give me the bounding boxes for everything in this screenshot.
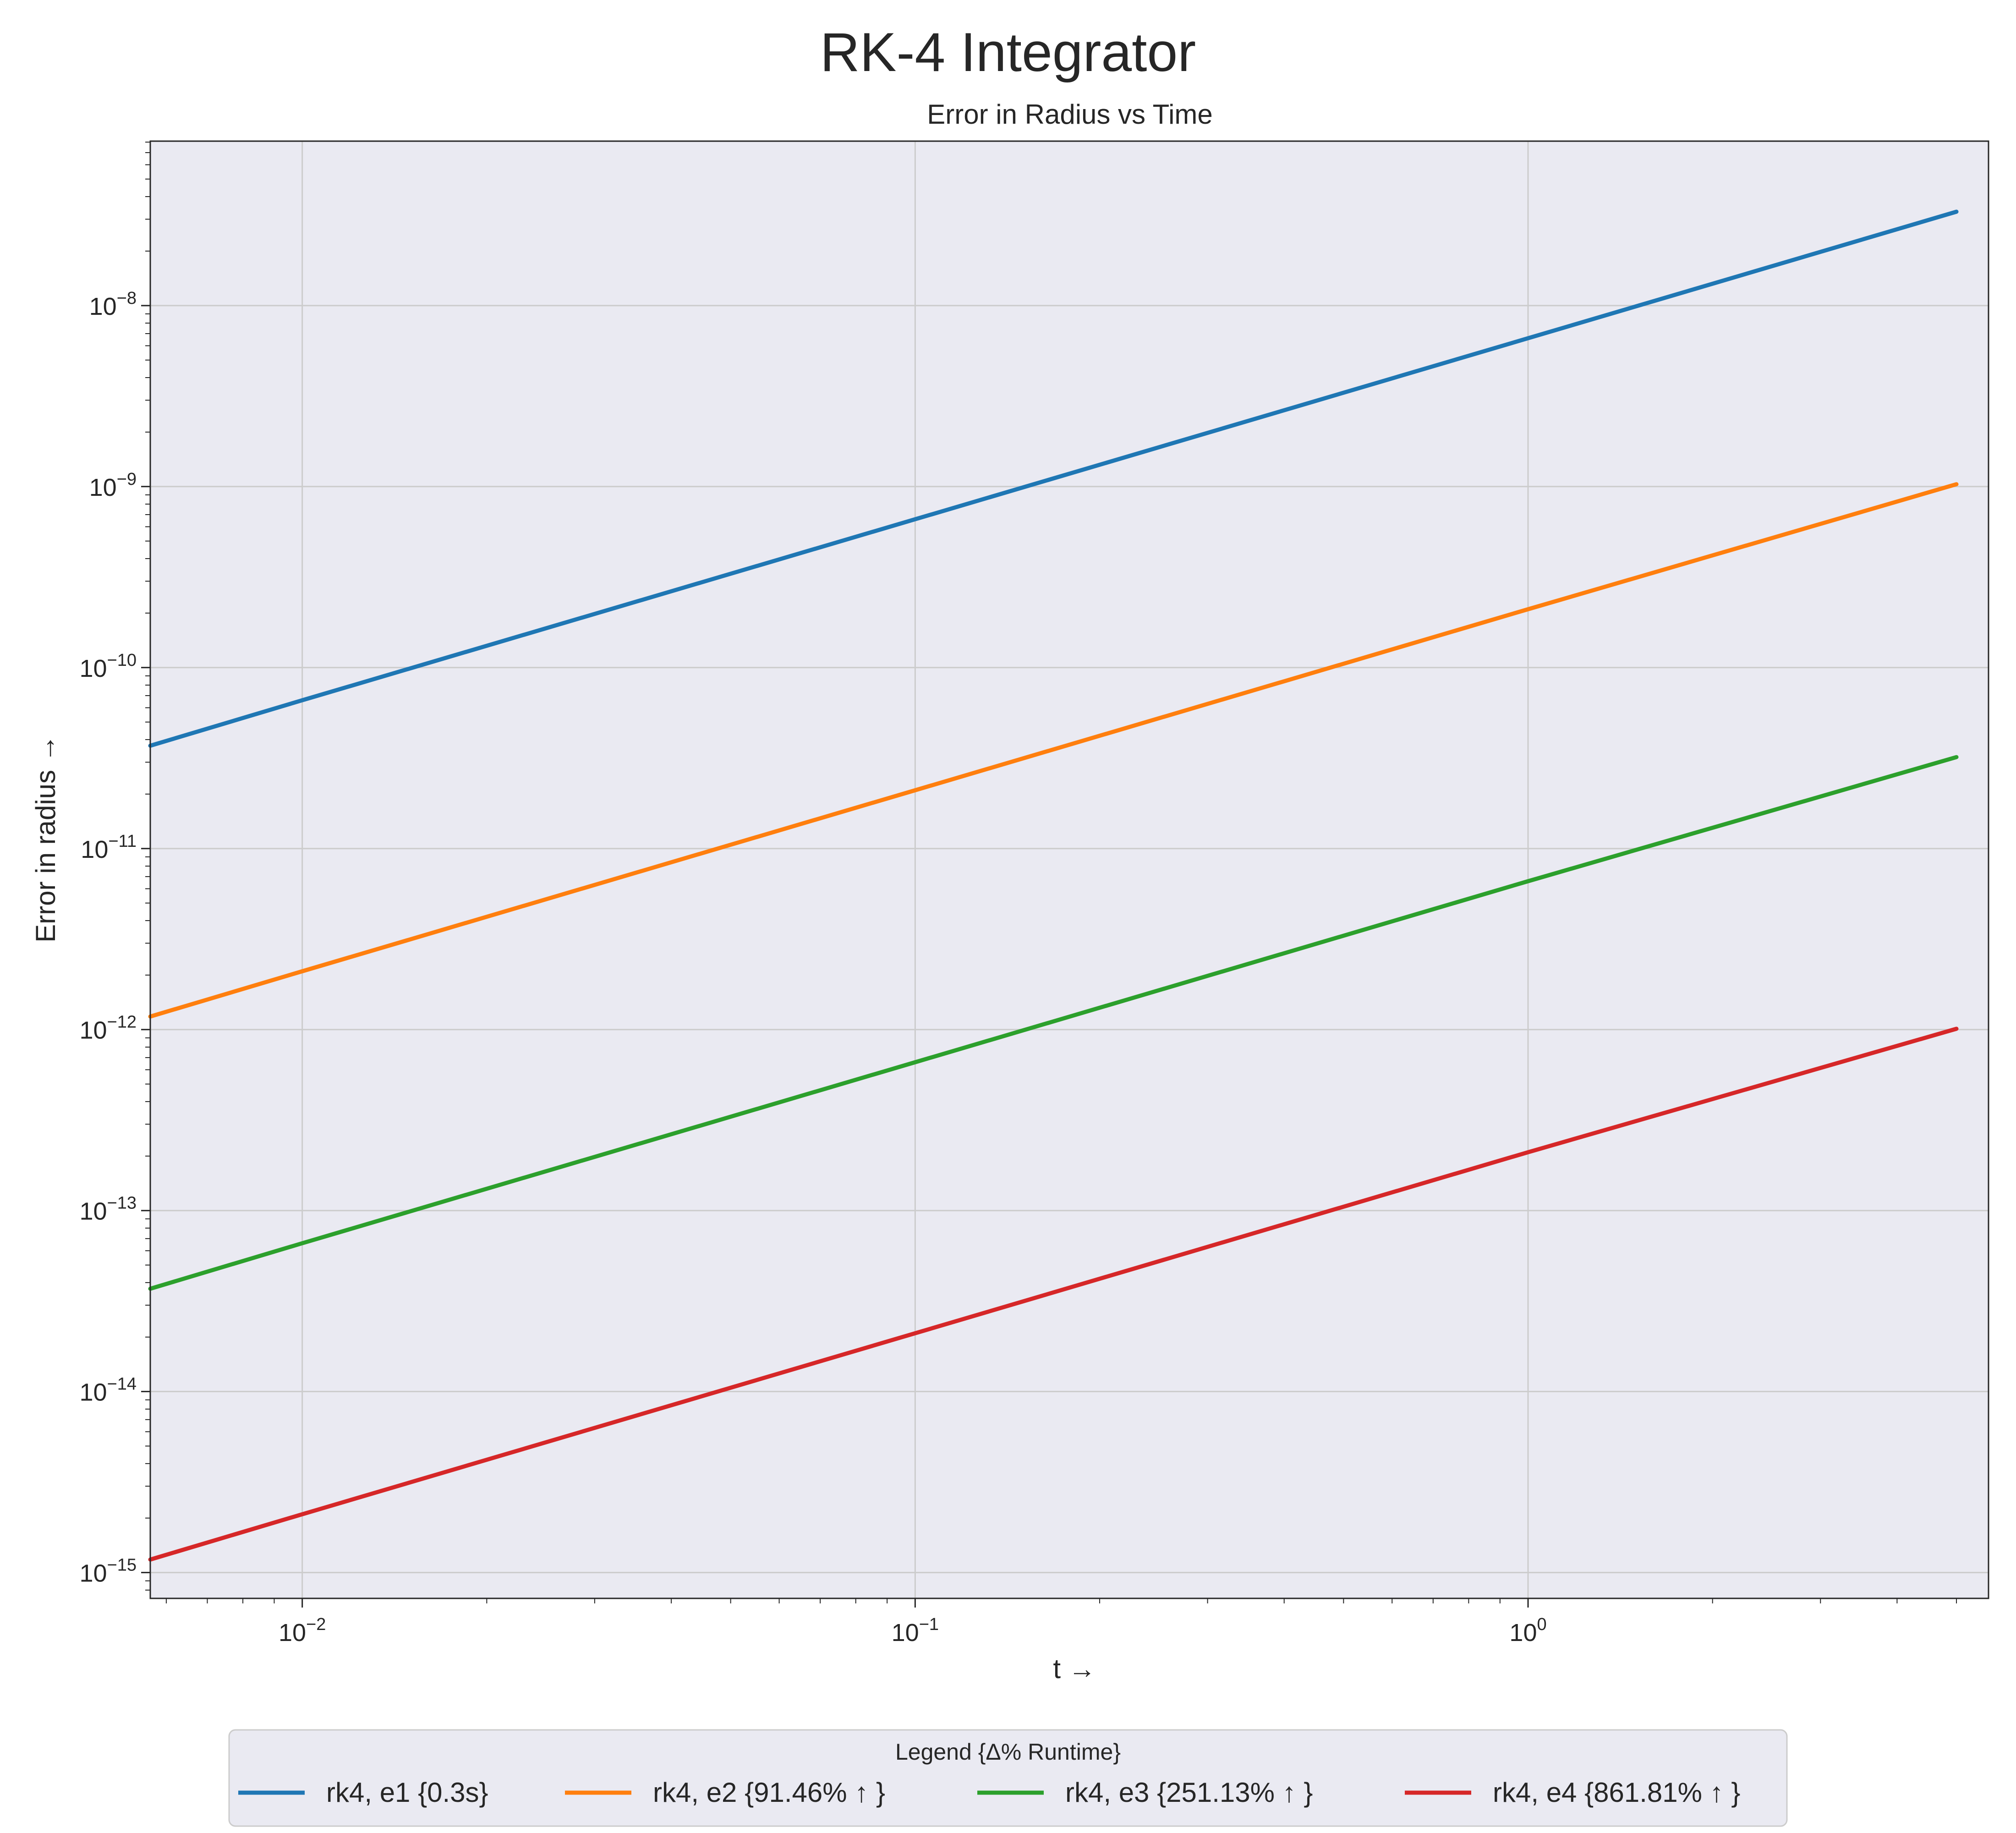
series-line-e2	[148, 482, 1959, 1019]
y-tick-label: 10−10	[79, 651, 137, 682]
chart-title: RK-4 Integrator	[820, 22, 1196, 83]
series-line-e4	[148, 1026, 1959, 1562]
x-axis-label: t →	[1053, 1653, 1096, 1684]
grid-lines	[150, 141, 1989, 1598]
legend-box	[228, 1729, 1788, 1827]
legend-label-e3: rk4, e3 {251.13% ↑ }	[1065, 1777, 1313, 1808]
chart-subtitle: Error in Radius vs Time	[927, 99, 1213, 130]
series-line-e1	[148, 209, 1959, 748]
minor-tick-marks	[145, 142, 1957, 1603]
y-tick-label: 10−12	[79, 1013, 137, 1044]
y-tick-label: 10−11	[81, 832, 137, 863]
y-axis-label: Error in radius →	[30, 735, 61, 942]
legend-label-e2: rk4, e2 {91.46% ↑ }	[653, 1777, 885, 1808]
y-tick-label: 10−13	[79, 1194, 137, 1225]
series-line-e3	[148, 755, 1959, 1291]
x-tick-label: 100	[1509, 1615, 1546, 1646]
y-tick-label: 10−14	[79, 1375, 137, 1406]
plot-area	[150, 141, 1989, 1598]
legend-title: Legend {Δ% Runtime}	[895, 1739, 1121, 1765]
x-tick-label: 10−2	[279, 1615, 326, 1646]
y-axis-ticks: 10−8 10−9 10−10 10−11 10−12 10−13 10−14 10−15	[79, 289, 150, 1587]
x-axis-ticks: 10−2 10−1 100	[279, 1598, 1547, 1646]
y-tick-label: 10−8	[89, 289, 137, 320]
y-tick-label: 10−15	[79, 1556, 137, 1587]
series-layer	[148, 209, 1959, 1562]
legend-label-e4: rk4, e4 {861.81% ↑ }	[1493, 1777, 1740, 1808]
legend-items: rk4, e1 {0.3s} rk4, e2 {91.46% ↑ } rk4, e3…	[238, 1777, 1740, 1808]
legend: Legend {Δ% Runtime} rk4, e1 {0.3s} rk4, e…	[228, 1729, 1788, 1827]
legend-label-e1: rk4, e1 {0.3s}	[326, 1777, 488, 1808]
plot-frame	[149, 140, 1989, 1599]
y-tick-label: 10−9	[89, 470, 137, 501]
x-tick-label: 10−1	[892, 1615, 939, 1646]
